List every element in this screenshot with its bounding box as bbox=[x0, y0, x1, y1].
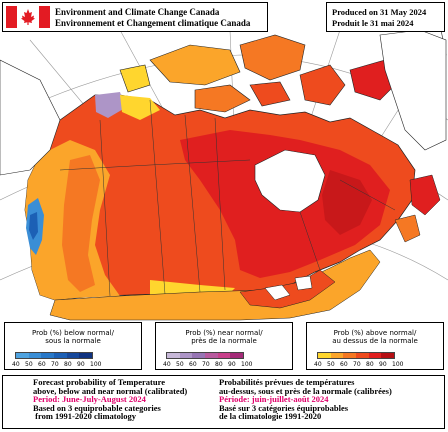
near-swatch-0 bbox=[167, 353, 180, 358]
near-tick-label: 50 bbox=[176, 361, 184, 368]
legend-below-normal: Prob (%) below normal/ sous la normale 4… bbox=[4, 322, 142, 370]
legend-near-title: Prob (%) near normal/ bbox=[185, 329, 263, 337]
below-tick-label: 40 bbox=[12, 361, 20, 368]
below-swatch-1 bbox=[28, 353, 42, 358]
near-tick-label: 70 bbox=[202, 361, 210, 368]
info-en-subtitle: above, below and near normal (calibrated… bbox=[33, 385, 188, 396]
info-fr-title: Probabilités prévues de températures bbox=[219, 377, 355, 387]
above-swatch-5 bbox=[381, 353, 395, 358]
info-en-basis: Based on 3 equiprobable categories bbox=[33, 402, 161, 413]
below-swatch-4 bbox=[66, 353, 80, 358]
agency-name-fr: Environnement et Changement climatique C… bbox=[55, 18, 251, 28]
near-tick-label: 80 bbox=[215, 361, 223, 368]
legend-near-ramp bbox=[166, 352, 244, 359]
legend-below-ramp bbox=[15, 352, 93, 359]
info-en-title: Forecast probability of Temperature bbox=[33, 377, 165, 387]
near-swatch-2 bbox=[192, 353, 206, 358]
agency-header: Environment and Climate Change Canada En… bbox=[2, 2, 268, 32]
near-swatch-3 bbox=[205, 353, 218, 358]
info-english: Forecast probability of Temperature abov… bbox=[33, 378, 219, 421]
legend-near-subtitle: près de la normale bbox=[191, 337, 257, 345]
above-swatch-1 bbox=[330, 353, 344, 358]
legend-above-ramp bbox=[317, 352, 395, 359]
below-tick-label: 90 bbox=[77, 361, 85, 368]
below-swatch-2 bbox=[41, 353, 55, 358]
below-swatch-5 bbox=[79, 353, 93, 358]
canada-flag-icon bbox=[6, 6, 50, 28]
above-swatch-2 bbox=[343, 353, 357, 358]
below-tick-label: 70 bbox=[51, 361, 59, 368]
near-swatch-1 bbox=[179, 353, 193, 358]
near-swatch-5 bbox=[230, 353, 244, 358]
above-tick-label: 70 bbox=[353, 361, 361, 368]
legend-above-ticks: 40 50 60 70 80 90 100 bbox=[314, 361, 405, 368]
info-en-climatology: from 1991-2020 climatology bbox=[33, 411, 137, 422]
below-tick-label: 60 bbox=[38, 361, 46, 368]
near-tick-label: 90 bbox=[228, 361, 236, 368]
newfoundland bbox=[409, 174, 441, 216]
above-tick-label: 80 bbox=[366, 361, 374, 368]
mainland bbox=[24, 92, 416, 301]
legend-near-ticks: 40 50 60 70 80 90 100 bbox=[163, 361, 254, 368]
info-french: Probabilités prévues de températures au-… bbox=[219, 378, 419, 421]
above-swatch-3 bbox=[356, 353, 369, 358]
above-tick-label: 50 bbox=[327, 361, 335, 368]
above-tick-label: 60 bbox=[340, 361, 348, 368]
production-date: Produced on 31 May 2024 Produit le 31 ma… bbox=[326, 2, 445, 32]
info-fr-subtitle: au-dessus, sous et près de la normale (c… bbox=[219, 385, 392, 396]
info-fr-climatology: de la climatologie 1991-2020 bbox=[219, 411, 322, 422]
below-swatch-0 bbox=[16, 353, 29, 358]
below-tick-label: 50 bbox=[25, 361, 33, 368]
legend-near-normal: Prob (%) near normal/ près de la normale… bbox=[155, 322, 293, 370]
legend-below-title: Prob (%) below normal/ bbox=[32, 329, 114, 337]
legend-above-subtitle: au dessus de la normale bbox=[332, 337, 418, 345]
near-swatch-4 bbox=[217, 353, 231, 358]
legend-below-ticks: 40 50 60 70 80 90 100 bbox=[12, 361, 103, 368]
below-swatch-3 bbox=[54, 353, 67, 358]
near-tick-label: 100 bbox=[241, 361, 253, 368]
legend-above-normal: Prob (%) above normal/ au dessus de la n… bbox=[306, 322, 444, 370]
usa-strip bbox=[49, 249, 381, 321]
below-tick-label: 80 bbox=[64, 361, 72, 368]
info-fr-basis: Basé sur 3 catégories équiprobables bbox=[219, 402, 349, 413]
alaska bbox=[0, 59, 61, 176]
above-tick-label: 90 bbox=[379, 361, 387, 368]
legend-below-subtitle: sous la normale bbox=[45, 337, 101, 345]
agency-name-en: Environment and Climate Change Canada bbox=[55, 7, 220, 17]
produced-date-fr: Produit le 31 mai 2024 bbox=[332, 18, 414, 28]
near-tick-label: 60 bbox=[189, 361, 197, 368]
produced-date-en: Produced on 31 May 2024 bbox=[332, 7, 427, 17]
above-tick-label: 40 bbox=[314, 361, 322, 368]
above-swatch-0 bbox=[318, 353, 331, 358]
below-tick-label: 100 bbox=[90, 361, 102, 368]
greenland bbox=[379, 29, 447, 151]
near-tick-label: 40 bbox=[163, 361, 171, 368]
forecast-info: Forecast probability of Temperature abov… bbox=[2, 375, 445, 429]
above-tick-label: 100 bbox=[392, 361, 404, 368]
info-fr-period: Période: juin-juillet-août 2024 bbox=[219, 394, 329, 405]
legend-above-title: Prob (%) above normal/ bbox=[333, 329, 417, 337]
info-en-period: Period: June-July-August 2024 bbox=[33, 394, 146, 405]
above-swatch-4 bbox=[368, 353, 382, 358]
